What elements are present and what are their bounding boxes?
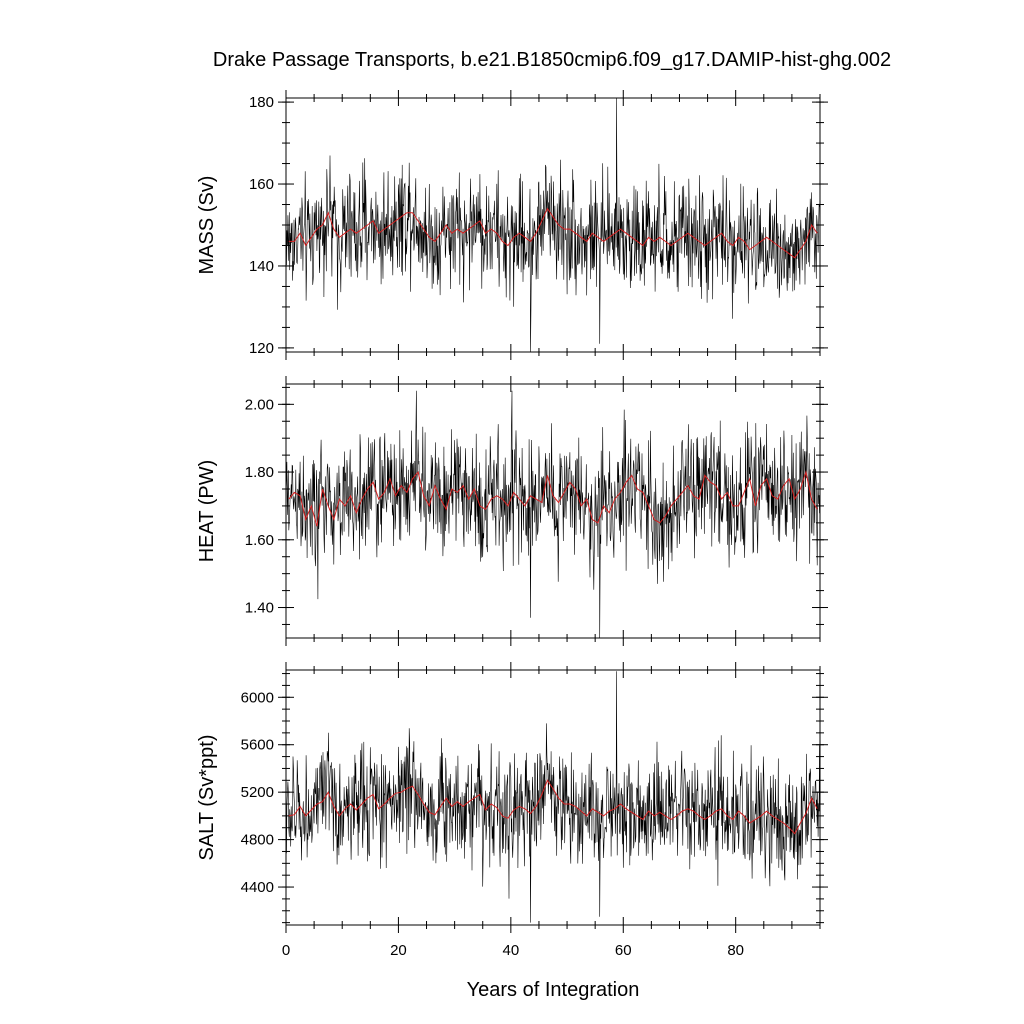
x-tick-label: 80 [727,942,744,959]
y-axis-label: SALT (Sv*ppt) [196,735,218,861]
y-tick-label: 2.00 [245,396,274,413]
x-tick-label: 20 [390,942,407,959]
x-tick-label: 0 [282,942,290,959]
plot-frame [285,669,821,926]
mass-panel: 120 140 160 180 MASS (Sv) [196,90,828,360]
salt-panel: 4400 4800 5200 5600 6000 0 20 40 60 80 SALT (Sv*pp… [196,662,828,959]
monthly-series-line [286,671,820,923]
chart-title: Drake Passage Transports, b.e21.B1850cmi… [213,49,891,71]
annual-mean-line [288,779,818,835]
y-axis-label: HEAT (PW) [196,460,218,563]
plot-frame [285,383,821,639]
y-axis-label: MASS (Sv) [196,176,218,275]
x-axis-label: Years of Integration [467,979,640,1001]
x-tick-label: 60 [615,942,632,959]
y-tick-label: 1.80 [245,464,274,481]
x-tick-label: 40 [502,942,519,959]
y-tick-label: 1.60 [245,532,274,549]
y-tick-label: 160 [249,176,274,193]
y-tick-label: 5600 [241,737,274,754]
y-tick-label: 120 [249,340,274,357]
y-tick-label: 5200 [241,784,274,801]
monthly-series-line [286,98,820,352]
monthly-series-line [286,390,820,638]
y-tick-label: 6000 [241,689,274,706]
annual-mean-line [288,207,818,259]
annual-mean-line [288,470,818,527]
y-tick-label: 4400 [241,879,274,896]
y-tick-label: 1.40 [245,600,274,617]
y-tick-label: 140 [249,258,274,275]
heat-panel: 1.40 1.60 1.80 2.00 HEAT (PW) [196,376,828,646]
y-tick-label: 180 [249,94,274,111]
y-tick-label: 4800 [241,832,274,849]
